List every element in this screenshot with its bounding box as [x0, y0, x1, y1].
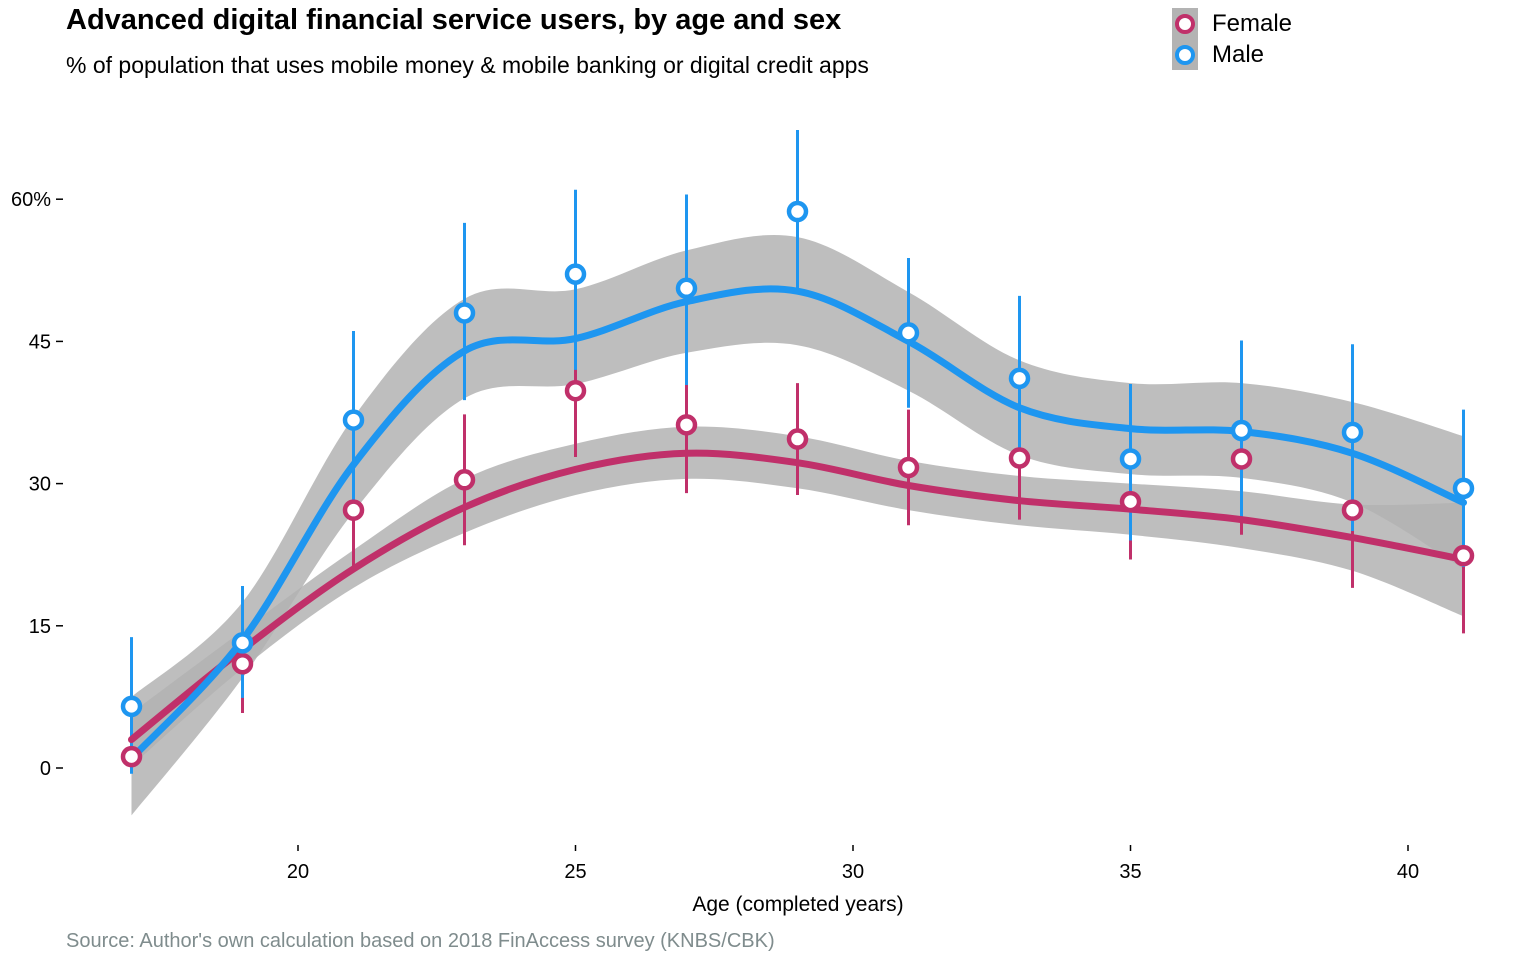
data-point-female — [1230, 448, 1253, 470]
y-tick-label: 0 — [40, 758, 51, 780]
x-axis: 20 25 30 35 40 — [287, 845, 1419, 883]
data-point-male — [1008, 367, 1031, 390]
data-point-female — [453, 469, 476, 491]
legend-marker-male-icon — [1175, 44, 1195, 65]
y-tick-label: 15 — [29, 616, 51, 638]
data-point-male — [231, 632, 254, 654]
y-tick-label: 60% — [11, 189, 51, 211]
data-point-male — [1230, 419, 1253, 442]
legend-label-male: Male — [1212, 40, 1265, 68]
legend-key-female — [1172, 8, 1198, 39]
y-tick-label: 30 — [29, 474, 51, 496]
smooth-line-female — [128, 449, 1467, 744]
data-point-male — [1452, 477, 1475, 500]
data-point-female — [897, 456, 920, 479]
y-tick-label: 45 — [29, 331, 51, 353]
data-point-male — [675, 277, 698, 300]
data-point-male — [120, 695, 143, 718]
data-point-female — [1341, 499, 1364, 521]
legend-label-female: Female — [1212, 9, 1293, 37]
data-point-male — [564, 263, 587, 285]
data-point-female — [1452, 544, 1475, 567]
y-axis: 0 15 30 45 60% — [11, 189, 63, 780]
legend-item-female: Female — [1172, 8, 1292, 39]
x-tick-label: 35 — [1119, 861, 1141, 883]
data-point-female — [564, 379, 587, 402]
data-point-female — [675, 414, 698, 436]
legend-key-male — [1172, 39, 1198, 70]
data-point-female — [1119, 490, 1142, 513]
data-point-male — [342, 409, 365, 431]
chart-title: Advanced digital financial service users… — [66, 4, 842, 36]
chart-subtitle: % of population that uses mobile money &… — [66, 52, 869, 78]
x-tick-label: 30 — [842, 861, 864, 883]
data-point-female — [120, 745, 143, 768]
data-point-male — [786, 200, 809, 223]
data-point-male — [453, 302, 476, 324]
data-point-female — [786, 428, 809, 450]
legend-item-male: Male — [1172, 39, 1292, 70]
data-point-male — [897, 322, 920, 344]
data-point-female — [1008, 447, 1031, 469]
source-note: Source: Author's own calculation based o… — [66, 930, 775, 952]
x-tick-label: 20 — [287, 861, 309, 883]
legend-marker-female-icon — [1175, 13, 1195, 34]
x-tick-label: 25 — [564, 861, 586, 883]
x-tick-label: 40 — [1397, 861, 1419, 883]
data-points — [120, 200, 1475, 768]
data-point-male — [1341, 421, 1364, 444]
data-point-female — [231, 652, 254, 675]
legend: Female Male — [1172, 8, 1292, 70]
x-axis-title: Age (completed years) — [692, 893, 903, 916]
data-point-male — [1119, 448, 1142, 470]
data-point-female — [342, 499, 365, 521]
